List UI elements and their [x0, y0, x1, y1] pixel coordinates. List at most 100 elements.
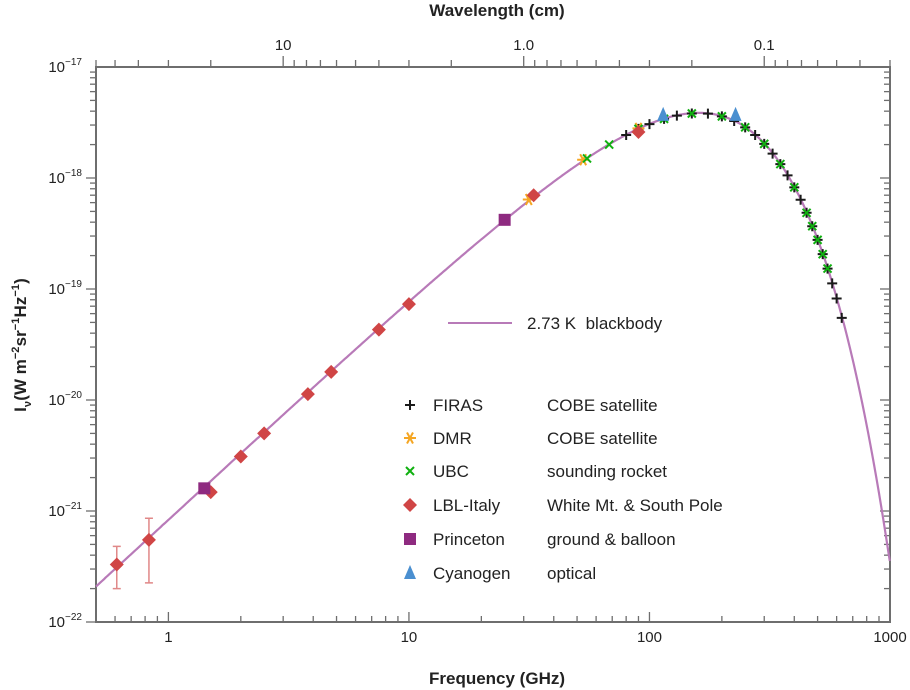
diamond-icon: [401, 297, 416, 312]
y-tick-exponent: −21: [65, 501, 82, 512]
legend-series-name: LBL-Italy: [433, 496, 501, 515]
legend-series-name: UBC: [433, 462, 469, 481]
diamond-icon: [631, 124, 646, 139]
diamond-icon: [109, 557, 124, 572]
cross-icon: [822, 263, 833, 274]
plus-icon: [767, 148, 778, 159]
point-firas: [671, 110, 682, 121]
x-axis-label: Frequency (GHz): [429, 669, 565, 688]
point-cyanogen: [657, 106, 670, 121]
y-tick-label: 10−21: [48, 501, 82, 520]
y-label-part: Hz: [11, 297, 30, 318]
plus-icon: [795, 194, 806, 205]
y-label-part: ν: [22, 401, 34, 407]
top-axis-label: Wavelength (cm): [429, 1, 564, 20]
cross-icon: [740, 122, 750, 133]
point-lbl-italy: [401, 297, 416, 312]
point-firas: [644, 119, 655, 130]
legend-series-description: COBE satellite: [547, 429, 658, 448]
cross-icon: [759, 139, 769, 149]
y-tick-exponent: −22: [65, 612, 82, 623]
point-ubc: [822, 263, 833, 274]
triangle-icon: [657, 106, 670, 121]
point-lbl-italy: [141, 532, 156, 547]
point-ubc: [775, 159, 786, 169]
point-ubc: [604, 139, 614, 150]
point-lbl-italy: [257, 426, 272, 441]
point-princeton: [498, 213, 511, 226]
point-lbl-italy: [371, 322, 386, 337]
legend-marker-firas: [405, 400, 415, 410]
y-tick-base: 10: [48, 170, 65, 187]
y-label-part: −1: [10, 318, 22, 331]
y-axis-label: Iν (W m−2 sr−1 Hz−1 ): [10, 278, 34, 412]
legend-marker-lbl-italy: [403, 498, 417, 512]
point-lbl-italy: [631, 124, 646, 139]
cross-icon: [807, 221, 817, 231]
y-tick-label: 10−18: [48, 168, 82, 187]
square-icon: [404, 533, 416, 545]
y-label-part: sr: [11, 330, 30, 346]
diamond-icon: [324, 364, 339, 379]
cross-icon: [789, 182, 799, 193]
diamond-icon: [371, 322, 386, 337]
point-firas: [831, 293, 842, 304]
plus-icon: [671, 110, 682, 121]
y-label-part: −1: [10, 284, 22, 297]
legend-series-name: DMR: [433, 429, 472, 448]
y-tick-base: 10: [48, 614, 65, 631]
legend-series-name: FIRAS: [433, 396, 483, 415]
point-ubc: [717, 111, 727, 122]
error-bar: [144, 517, 153, 584]
y-tick-exponent: −17: [65, 57, 82, 68]
cross-icon: [817, 249, 828, 259]
diamond-icon: [300, 387, 315, 402]
y-tick-exponent: −18: [65, 168, 82, 179]
y-tick-base: 10: [48, 59, 65, 76]
plus-icon: [644, 119, 655, 130]
point-lbl-italy: [233, 449, 248, 464]
x-tick-label: 100: [637, 629, 662, 646]
legend-series-description: optical: [547, 564, 596, 583]
cross-icon: [405, 466, 415, 476]
asterisk-icon: [404, 432, 416, 444]
legend-series-name: Princeton: [433, 530, 505, 549]
y-tick-base: 10: [48, 503, 65, 520]
square-icon: [498, 213, 511, 226]
diamond-icon: [403, 498, 417, 512]
x-tick-label: 1000: [873, 629, 906, 646]
y-label-part: I: [11, 407, 30, 412]
plus-icon: [836, 312, 847, 323]
point-ubc: [789, 182, 799, 193]
point-ubc: [817, 249, 828, 259]
y-tick-exponent: −20: [65, 390, 82, 401]
y-label-part: −2: [10, 347, 22, 360]
point-ubc: [801, 208, 812, 218]
point-lbl-italy: [526, 188, 541, 203]
point-lbl-italy: [300, 387, 315, 402]
x-tick-label: 1: [164, 629, 172, 646]
triangle-icon: [404, 565, 416, 579]
data-points: [109, 106, 847, 590]
blackbody-curve: [95, 111, 891, 588]
legend-series-description: ground & balloon: [547, 530, 676, 549]
point-ubc: [812, 235, 823, 245]
legend-marker-cyanogen: [404, 565, 416, 579]
plus-icon: [750, 130, 761, 140]
point-lbl-italy: [109, 557, 124, 572]
plot-frame: [95, 66, 891, 623]
cross-icon: [801, 208, 812, 218]
diamond-icon: [257, 426, 272, 441]
point-ubc: [759, 139, 769, 149]
y-tick-label: 10−22: [48, 612, 82, 631]
point-firas: [782, 170, 793, 181]
y-tick-base: 10: [48, 281, 65, 298]
y-tick-label: 10−17: [48, 57, 82, 76]
point-firas: [795, 194, 806, 205]
cross-icon: [604, 139, 614, 150]
cross-icon: [687, 108, 697, 119]
y-tick-label: 10−19: [48, 279, 82, 298]
point-firas: [702, 108, 713, 119]
